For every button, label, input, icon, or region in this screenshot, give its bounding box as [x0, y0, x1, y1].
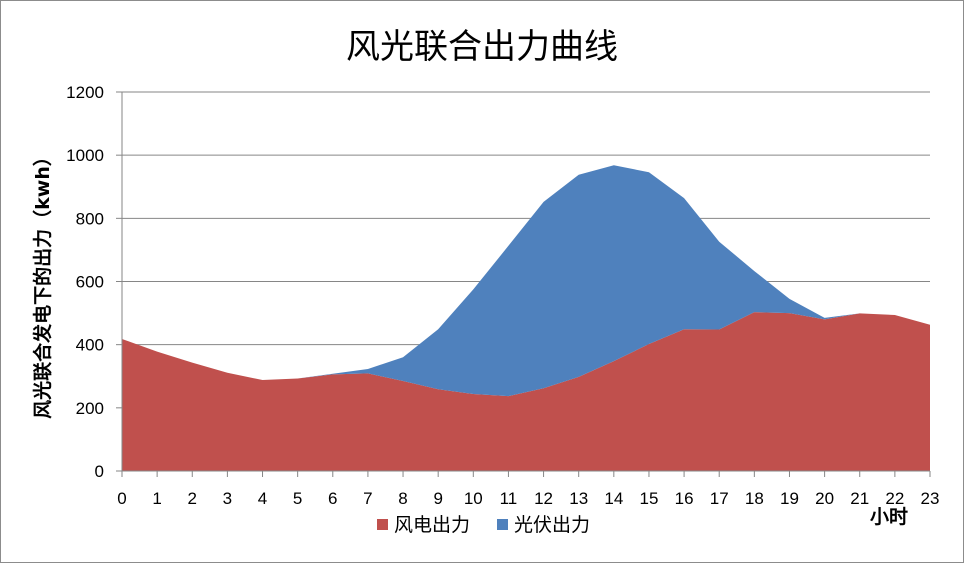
y-tick-label: 0: [95, 462, 104, 481]
axes: [116, 91, 931, 477]
x-tick-label: 5: [293, 489, 302, 508]
x-tick-label: 12: [534, 489, 553, 508]
x-tick-label: 8: [398, 489, 407, 508]
y-tick-label: 400: [76, 336, 104, 355]
chart-title: 风光联合出力曲线: [346, 27, 618, 67]
area-series-1: [122, 312, 930, 471]
y-tick-label: 800: [76, 209, 104, 228]
x-tick-label: 4: [258, 489, 267, 508]
x-tick-label: 22: [885, 489, 904, 508]
x-tick-label: 15: [639, 489, 658, 508]
y-tick-label: 1000: [66, 146, 104, 165]
x-tick-label: 21: [850, 489, 869, 508]
y-tick-label: 600: [76, 273, 104, 292]
x-tick-label: 17: [710, 489, 729, 508]
legend-label-2: 光伏出力: [514, 514, 590, 536]
x-tick-label: 13: [569, 489, 588, 508]
y-tick-label: 1200: [66, 83, 104, 102]
x-tick-label: 19: [780, 489, 799, 508]
y-tick-label: 200: [76, 399, 104, 418]
x-tick-label: 0: [117, 489, 126, 508]
x-tick-label: 7: [363, 489, 372, 508]
legend-swatch-1: [377, 519, 388, 530]
x-tick-label: 20: [815, 489, 834, 508]
area-series: [122, 165, 930, 471]
area-series-2: [122, 165, 930, 397]
x-tick-label: 11: [500, 489, 518, 508]
x-tick-label: 2: [188, 489, 197, 508]
x-tick-label: 9: [433, 489, 442, 508]
x-tick-label: 14: [604, 489, 623, 508]
x-tick-label: 23: [921, 489, 940, 508]
x-tick-label: 1: [152, 489, 161, 508]
x-tick-label: 10: [464, 489, 483, 508]
x-tick-label: 16: [675, 489, 694, 508]
x-tick-label: 18: [745, 489, 764, 508]
legend: 风电出力 光伏出力: [377, 514, 590, 536]
y-axis-title: 风光联合发电下的出力（kwh）: [31, 147, 54, 419]
x-tick-label: 6: [328, 489, 337, 508]
legend-label-1: 风电出力: [394, 514, 470, 536]
x-axis-title: 小时: [870, 506, 908, 528]
legend-swatch-2: [497, 519, 508, 530]
x-tick-label: 3: [223, 489, 232, 508]
